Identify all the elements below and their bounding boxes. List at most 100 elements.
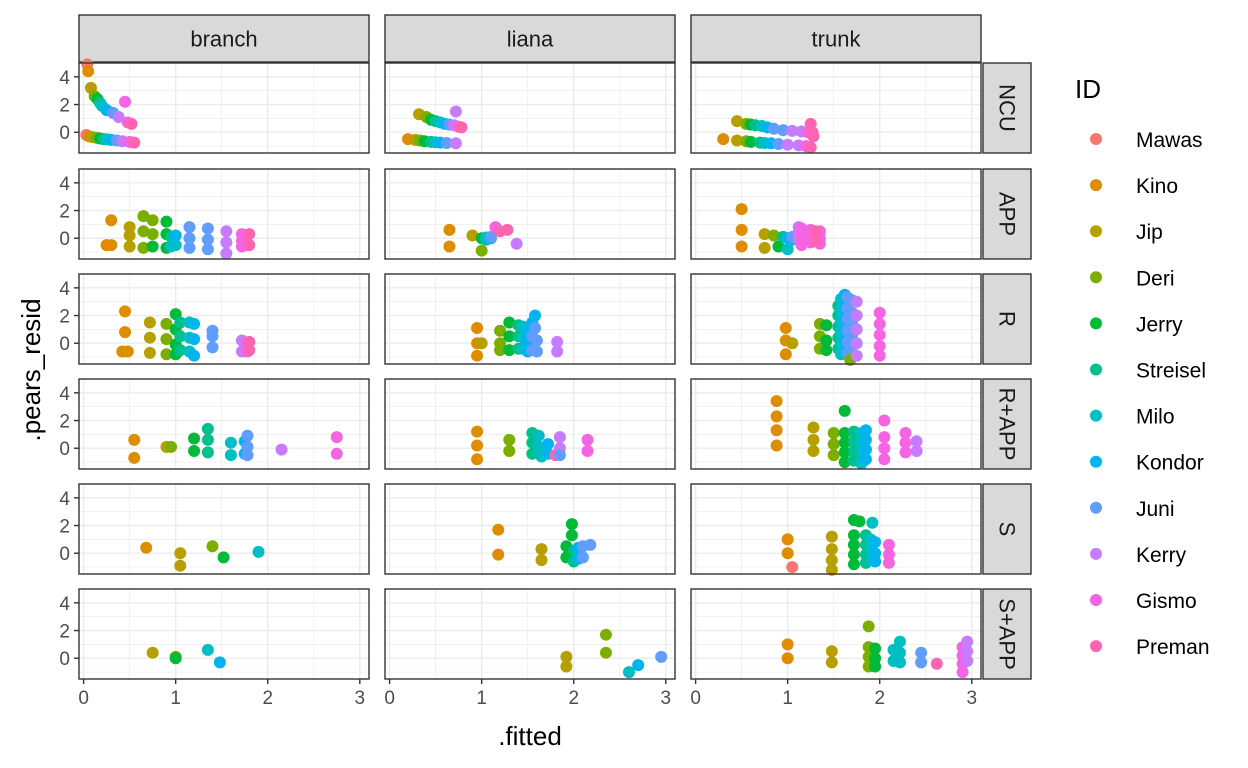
points-branch-R+APP <box>128 422 343 464</box>
panel-border <box>78 588 370 680</box>
data-point <box>758 228 771 241</box>
data-point <box>330 431 343 444</box>
data-point <box>873 349 886 362</box>
data-point <box>125 117 138 130</box>
data-point <box>501 223 514 236</box>
legend-key <box>1090 363 1102 376</box>
data-point <box>183 241 196 254</box>
data-point <box>869 547 882 560</box>
data-point <box>565 529 578 542</box>
legend-key <box>1090 594 1102 606</box>
panel-background <box>79 379 369 469</box>
data-point <box>770 395 783 408</box>
points-liana-R <box>471 309 564 362</box>
panel-liana-S+APP <box>385 589 675 679</box>
data-point <box>882 556 895 569</box>
data-point <box>899 427 912 439</box>
legend-key <box>1090 225 1102 238</box>
data-point <box>731 134 744 147</box>
legend-label: Kino <box>1136 175 1178 198</box>
data-point <box>82 65 95 78</box>
data-point <box>806 126 819 139</box>
data-point <box>243 228 256 241</box>
data-point <box>655 650 668 663</box>
points-trunk-R <box>779 288 886 366</box>
data-point <box>224 436 237 449</box>
data-point <box>105 214 118 227</box>
data-point <box>770 424 783 437</box>
points-trunk-APP <box>735 203 826 256</box>
data-point <box>770 439 783 452</box>
data-point <box>143 316 156 329</box>
data-point <box>930 657 943 670</box>
plot-panels: branch liana trunk NCU APP R R+APP S S+APP 0 2 4 0 2 4… <box>59 14 1032 709</box>
data-point <box>140 541 153 554</box>
data-point <box>873 328 886 341</box>
facet-strip-NCU: NCU <box>982 62 1032 154</box>
data-point <box>188 432 201 445</box>
data-point <box>882 538 895 551</box>
data-point <box>201 422 214 435</box>
panel-border <box>690 168 982 260</box>
y-tick-label: 4 <box>59 384 70 405</box>
data-point <box>146 646 159 659</box>
data-point <box>869 555 882 568</box>
y-tick-label: 2 <box>59 412 70 433</box>
data-point <box>503 330 516 343</box>
panel-liana-APP <box>385 169 675 259</box>
data-point <box>206 540 219 553</box>
data-point <box>123 229 136 242</box>
data-point <box>781 652 794 665</box>
points-branch-APP <box>100 210 256 260</box>
data-point <box>827 438 840 451</box>
data-point <box>174 344 187 357</box>
legend-key <box>1090 455 1102 468</box>
data-point <box>330 447 343 460</box>
facet-strip-label: R+APP <box>995 388 1020 461</box>
data-point <box>128 451 141 464</box>
legend-label: Deri <box>1136 267 1175 290</box>
data-point <box>825 530 838 543</box>
data-point <box>807 445 820 457</box>
facet-strip-S+APP: S+APP <box>982 588 1032 680</box>
data-point <box>827 449 840 462</box>
data-point <box>899 436 912 449</box>
legend-item-preman: Preman <box>1090 636 1210 659</box>
legend-key <box>1090 501 1102 514</box>
data-point <box>825 656 838 669</box>
data-point <box>859 433 872 446</box>
data-point <box>160 215 173 228</box>
y-tick-label: 0 <box>59 334 70 355</box>
points-trunk-S+APP <box>781 620 974 679</box>
data-point <box>770 410 783 423</box>
data-point <box>838 427 851 439</box>
data-point <box>767 229 780 242</box>
data-point <box>850 323 863 336</box>
data-point <box>169 229 182 242</box>
legend-key <box>1090 640 1102 653</box>
data-point <box>873 340 886 352</box>
panel-liana-S <box>385 484 675 574</box>
data-point <box>443 223 456 236</box>
panel-border <box>690 483 982 575</box>
data-point <box>565 518 578 531</box>
legend-label: Kerry <box>1136 544 1187 567</box>
data-point <box>551 345 564 358</box>
data-point <box>466 229 479 242</box>
x-tick-label: 1 <box>476 688 487 709</box>
panel-border <box>384 483 676 575</box>
panel-border <box>690 588 982 680</box>
data-point <box>165 440 178 453</box>
legend-item-gismo: Gismo <box>1090 590 1197 613</box>
y-tick-label: 2 <box>59 622 70 643</box>
data-point <box>188 317 201 330</box>
legend-label: Gismo <box>1136 590 1197 613</box>
data-point <box>847 548 860 561</box>
panel-background <box>385 484 675 574</box>
facet-strip-APP: APP <box>982 168 1032 260</box>
legend-label: Jerry <box>1136 313 1183 336</box>
data-point <box>961 635 974 648</box>
points-liana-APP <box>443 221 523 257</box>
data-point <box>878 414 891 427</box>
data-point <box>174 547 187 560</box>
